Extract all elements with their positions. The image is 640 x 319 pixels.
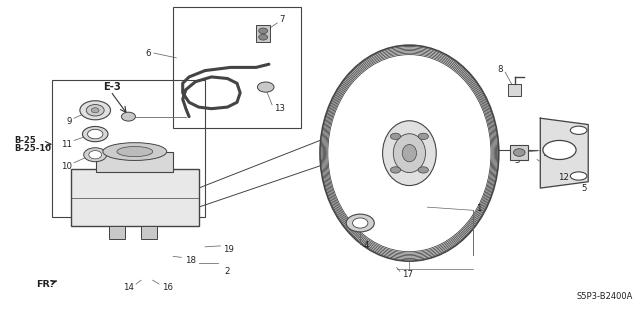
Ellipse shape (418, 133, 428, 139)
Text: 11: 11 (61, 140, 72, 149)
Ellipse shape (89, 151, 102, 159)
Bar (109, 226, 125, 239)
Text: 13: 13 (274, 104, 285, 113)
Ellipse shape (390, 167, 401, 173)
Ellipse shape (88, 129, 103, 139)
Ellipse shape (103, 143, 167, 160)
Ellipse shape (86, 105, 104, 116)
Bar (52, 80, 205, 217)
Text: 16: 16 (162, 283, 173, 292)
Text: 8: 8 (497, 65, 502, 74)
Text: B-25-10: B-25-10 (15, 144, 52, 153)
Ellipse shape (390, 133, 401, 139)
Ellipse shape (383, 121, 436, 186)
Ellipse shape (80, 101, 111, 120)
Bar (510, 145, 528, 160)
Polygon shape (540, 118, 588, 188)
Ellipse shape (570, 172, 587, 180)
Bar (256, 25, 270, 42)
Text: 14: 14 (122, 283, 134, 292)
Ellipse shape (353, 218, 368, 228)
Text: 6: 6 (145, 48, 151, 58)
Text: 4: 4 (364, 241, 369, 250)
Ellipse shape (92, 108, 99, 113)
Text: 17: 17 (402, 270, 413, 279)
Ellipse shape (83, 126, 108, 142)
Ellipse shape (403, 145, 417, 162)
Bar (141, 226, 157, 239)
Bar (71, 169, 198, 226)
Text: 15: 15 (542, 149, 553, 158)
Ellipse shape (117, 146, 153, 157)
Text: 9: 9 (67, 117, 72, 126)
Ellipse shape (543, 140, 576, 160)
Text: 3: 3 (515, 156, 520, 165)
Text: 7: 7 (280, 15, 285, 24)
Ellipse shape (84, 148, 107, 162)
Ellipse shape (418, 167, 428, 173)
Text: 18: 18 (184, 256, 196, 265)
Ellipse shape (513, 149, 525, 156)
Text: 10: 10 (61, 162, 72, 171)
Bar (508, 84, 521, 96)
Bar (173, 7, 301, 128)
Ellipse shape (257, 82, 274, 92)
Ellipse shape (259, 28, 268, 34)
Text: 19: 19 (223, 245, 234, 254)
Ellipse shape (259, 34, 268, 40)
Text: FR.: FR. (36, 280, 56, 289)
Text: E-3: E-3 (103, 82, 120, 92)
Ellipse shape (570, 126, 587, 134)
Text: 2: 2 (224, 267, 230, 276)
Text: 5: 5 (582, 184, 588, 193)
Text: 1: 1 (476, 204, 482, 213)
Ellipse shape (346, 214, 374, 232)
Ellipse shape (320, 45, 499, 261)
Bar (97, 152, 173, 172)
Ellipse shape (394, 134, 426, 173)
Text: S5P3-B2400A: S5P3-B2400A (577, 292, 633, 301)
Ellipse shape (122, 112, 136, 121)
Text: B-25: B-25 (15, 136, 36, 145)
Text: 12: 12 (557, 173, 568, 182)
